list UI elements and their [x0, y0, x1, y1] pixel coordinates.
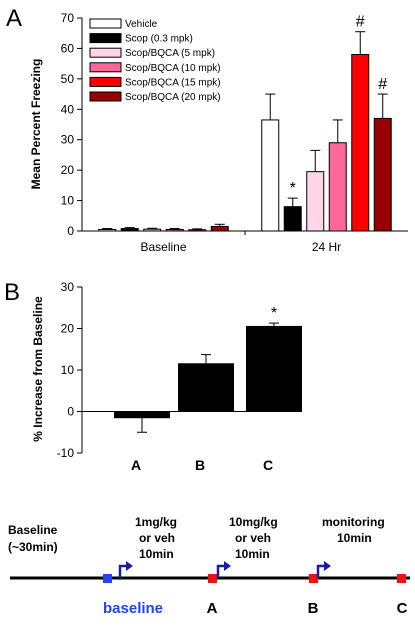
legend-label: Scop (0.3 mpk): [125, 34, 193, 45]
chart-a-bar: [306, 171, 325, 232]
legend-label: Vehicle: [125, 19, 158, 30]
legend-swatch: [89, 47, 122, 58]
legend-swatch: [89, 18, 122, 29]
legend-label: Scop/BQCA (15 mpk): [125, 77, 221, 88]
timeline-point-b: B: [308, 600, 319, 617]
timeline-dose2-line2: or veh: [235, 531, 271, 545]
chart-a-y-tick-label: 0: [67, 224, 74, 238]
chart-b-significance-mark: *: [271, 305, 277, 322]
point-a-marker: [208, 574, 217, 583]
monitoring-arrow-icon: [316, 561, 331, 578]
chart-b-category-label: A: [131, 457, 141, 473]
timeline-dose1-line2: or veh: [139, 531, 175, 545]
experiment-timeline: Baseline (~30min) 1mg/kg or veh 10min 10…: [8, 515, 410, 617]
panel-letter-a: A: [6, 5, 22, 32]
legend-swatch: [89, 91, 122, 102]
timeline-point-c: C: [397, 600, 408, 617]
chart-a-y-tick-label: 70: [61, 11, 75, 25]
chart-a-significance-mark: #: [356, 14, 365, 31]
chart-a-legend: Vehicle Scop (0.3 mpk) Scop/BQCA (5 mpk) Sc…: [89, 18, 221, 103]
chart-a-significance-mark: *: [290, 180, 296, 197]
chart-b-category-label: B: [195, 457, 205, 473]
chart-a-y-tick-label: 60: [61, 41, 75, 55]
chart-a-y-tick-label: 40: [61, 102, 75, 116]
chart-a-y-axis-title: Mean Percent Freezing: [29, 59, 43, 190]
dose2-arrow-icon: [216, 561, 231, 578]
chart-b-category-label: C: [263, 457, 273, 473]
legend-label: Scop/BQCA (20 mpk): [125, 92, 221, 103]
chart-a-y-tick-label: 50: [61, 72, 75, 86]
chart-a-y-tick-label: 30: [61, 133, 75, 147]
chart-a-bar: [261, 119, 280, 232]
chart-a-bar: [210, 225, 229, 232]
chart-a-bar: [143, 228, 162, 232]
legend-label: Scop/BQCA (10 mpk): [125, 63, 221, 74]
chart-a-bar: [120, 228, 139, 232]
timeline-point-a: A: [207, 600, 218, 617]
chart-a-category-label: 24 Hr: [312, 240, 341, 254]
baseline-marker: [103, 574, 112, 583]
chart-a-bar: [328, 142, 347, 232]
chart-a-significance-mark: #: [378, 76, 387, 93]
chart-a-bar: [351, 54, 370, 232]
timeline-baseline-duration: (~30min): [8, 540, 58, 554]
timeline-dose2-line3: 10min: [235, 547, 270, 561]
chart-b-bar: [178, 363, 234, 412]
chart-a-bar: [98, 228, 117, 232]
timeline-monitoring-line1: monitoring: [322, 515, 385, 529]
legend-label: Scop/BQCA (5 mpk): [125, 48, 215, 59]
chart-a-y-tick-label: 20: [61, 163, 75, 177]
timeline-dose1-line3: 10min: [139, 547, 174, 561]
chart-b-y-axis-title: % Increase from Baseline: [31, 296, 45, 442]
legend-swatch: [89, 62, 122, 73]
panel-letter-b: B: [4, 279, 20, 306]
timeline-dose2-line1: 10mg/kg: [229, 515, 278, 529]
chart-b-y-tick-label: 20: [61, 322, 75, 336]
chart-a-bar: [165, 228, 184, 232]
timeline-baseline-label: Baseline: [8, 523, 58, 537]
chart-b-y-tick-label: -10: [57, 446, 75, 460]
timeline-monitoring-line2: 10min: [337, 531, 372, 545]
chart-a-bar: [373, 117, 392, 232]
chart-a-freezing: Vehicle Scop (0.3 mpk) Scop/BQCA (5 mpk) Sc…: [29, 11, 408, 254]
chart-b-bar: [246, 325, 302, 412]
timeline-point-baseline: baseline: [103, 600, 163, 617]
point-c-marker: [397, 574, 406, 583]
chart-b-increase: % Increase from Baseline -10 0 10 20 30 A B C *: [31, 280, 302, 473]
chart-b-y-tick-label: 30: [61, 280, 75, 294]
point-b-marker: [309, 574, 318, 583]
dose1-arrow-icon: [118, 561, 133, 578]
chart-b-y-tick-label: 0: [67, 405, 74, 419]
chart-a-bar: [188, 229, 207, 232]
chart-a-bar: [283, 206, 302, 232]
chart-b-y-tick-label: 10: [61, 363, 75, 377]
chart-b-bar: [114, 411, 170, 419]
legend-swatch: [89, 76, 122, 87]
timeline-dose1-line1: 1mg/kg: [135, 515, 177, 529]
legend-swatch: [89, 33, 122, 44]
chart-a-y-tick-label: 10: [61, 194, 75, 208]
chart-a-category-label: Baseline: [140, 240, 186, 254]
